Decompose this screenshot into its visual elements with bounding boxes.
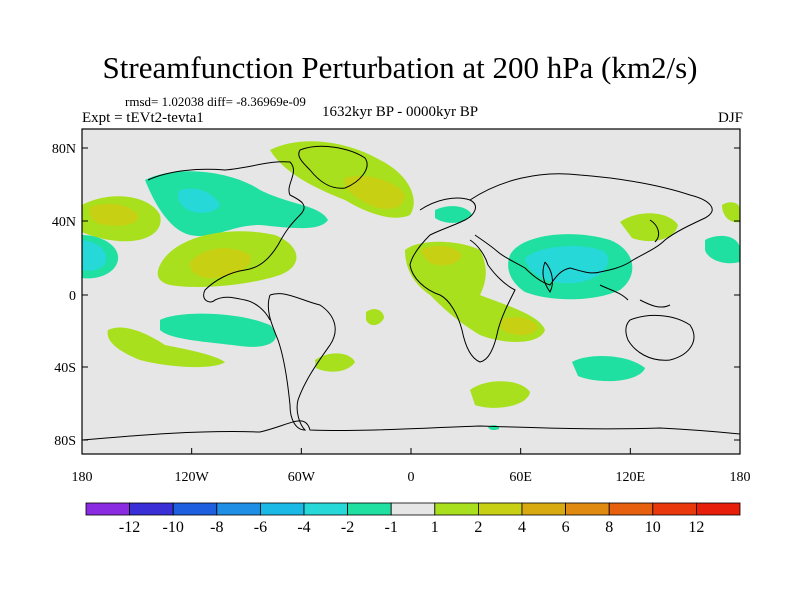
lat-tick-label: 40N xyxy=(52,215,76,230)
coastline xyxy=(147,161,305,321)
contour-fields xyxy=(82,141,740,431)
contour-patch xyxy=(366,309,384,326)
colorbar-label: 2 xyxy=(474,519,482,536)
colorbar-swatch xyxy=(259,502,305,516)
colorbar-label: -10 xyxy=(163,519,184,536)
lon-tick-label: 180 xyxy=(72,470,93,485)
coastline xyxy=(625,315,695,361)
colorbar-label: -8 xyxy=(210,519,223,536)
contour-patch xyxy=(435,206,472,223)
contour-patch xyxy=(82,240,107,271)
lon-tick-label: 60W xyxy=(288,470,316,485)
coastline xyxy=(599,284,671,308)
contour-patch xyxy=(315,353,355,372)
colorbar-label: -6 xyxy=(254,519,267,536)
lon-tick-label: 120W xyxy=(175,470,210,485)
experiment-label: Expt = tEVt2-tevta1 xyxy=(82,110,204,126)
colorbar-swatch xyxy=(172,502,218,516)
colorbar-swatch xyxy=(696,502,741,516)
colorbar-label: 12 xyxy=(688,519,704,536)
contour-patch xyxy=(500,317,538,335)
colorbar-label: 6 xyxy=(562,519,570,536)
contour-patch xyxy=(525,246,609,284)
colorbar-swatch xyxy=(608,502,654,516)
contour-patch xyxy=(620,213,678,242)
contour-patch xyxy=(344,175,405,209)
contour-patch xyxy=(722,202,740,223)
coastlines xyxy=(82,145,740,441)
coastline xyxy=(82,420,740,441)
colorbar-swatch xyxy=(434,502,479,516)
contour-patch xyxy=(145,171,328,237)
lon-tick-label: 0 xyxy=(408,470,415,485)
contour-patch xyxy=(705,235,740,264)
colorbar-swatch xyxy=(652,502,697,516)
lat-tick-label: 80N xyxy=(52,142,76,157)
lon-ticks: 180 120W 60W 0 60E 120E 180 xyxy=(72,448,751,485)
colorbar-swatch xyxy=(216,502,261,516)
contour-patch xyxy=(572,356,645,382)
coastline xyxy=(409,197,516,363)
season-label: DJF xyxy=(717,110,743,126)
colorbar-label: 4 xyxy=(518,519,526,536)
stats-line: rmsd= 1.02038 diff= -8.36969e-09 xyxy=(125,94,306,109)
colorbar-swatch xyxy=(565,502,610,516)
lat-tick-label: 40S xyxy=(54,361,76,376)
colorbar-swatch xyxy=(521,502,566,516)
colorbar: -12 -10 -8 -6 -4 -2 -1 1 2 4 6 8 10 12 xyxy=(85,502,741,536)
contour-patch xyxy=(470,381,530,408)
colorbar-label: 10 xyxy=(645,519,661,536)
colorbar-swatch xyxy=(303,502,348,516)
contour-patch xyxy=(160,313,276,347)
lat-ticks: 80N 40N 0 40S 80S xyxy=(52,142,740,449)
contour-patch xyxy=(420,245,462,266)
colorbar-swatch xyxy=(85,502,130,516)
colorbar-swatch xyxy=(129,502,174,516)
lon-tick-label: 180 xyxy=(730,470,751,485)
coastline xyxy=(469,173,713,286)
colorbar-swatch xyxy=(390,502,436,516)
lat-tick-label: 0 xyxy=(69,289,76,304)
lat-tick-label: 80S xyxy=(54,434,76,449)
lon-tick-label: 120E xyxy=(616,470,646,485)
contour-patch xyxy=(189,248,251,279)
colorbar-label: 8 xyxy=(605,519,613,536)
colorbar-label: -1 xyxy=(385,519,398,536)
coastline xyxy=(649,219,660,243)
colorbar-swatch xyxy=(347,502,392,516)
lon-tick-label: 60E xyxy=(509,470,532,485)
map-title: Streamfunction Perturbation at 200 hPa (… xyxy=(102,50,698,85)
colorbar-swatch xyxy=(477,502,523,516)
colorbar-label: 1 xyxy=(431,519,439,536)
contour-patch xyxy=(405,241,545,342)
colorbar-label: -2 xyxy=(341,519,354,536)
colorbar-label: -12 xyxy=(119,519,140,536)
colorbar-label: -4 xyxy=(297,519,310,536)
contour-patch xyxy=(107,327,225,368)
period-label: 1632kyr BP - 0000kyr BP xyxy=(322,104,479,120)
coastline xyxy=(267,293,336,431)
contour-patch xyxy=(177,188,220,213)
coastline xyxy=(298,145,368,189)
coastline xyxy=(542,261,553,293)
contour-patch xyxy=(89,203,139,226)
